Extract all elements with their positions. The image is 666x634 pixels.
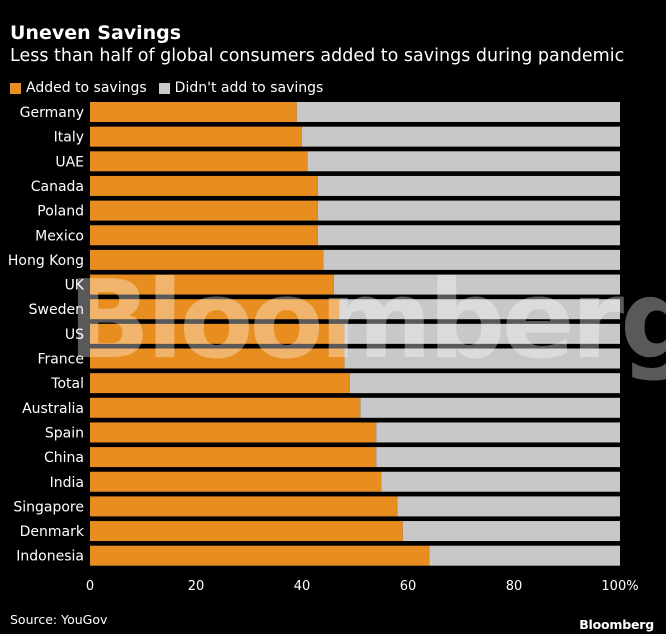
bar-sweden-added <box>90 299 340 320</box>
category-label-sweden: Sweden <box>29 302 84 318</box>
category-label-hong-kong: Hong Kong <box>8 253 84 269</box>
legend-swatch-not-added <box>158 82 170 94</box>
source-note: Source: YouGov <box>10 612 108 627</box>
bar-uk-not-added <box>333 274 620 295</box>
legend-item-added: Added to savings <box>10 80 147 96</box>
bar-spain-not-added <box>376 422 620 443</box>
bar-germany-not-added <box>296 102 620 122</box>
category-label-poland: Poland <box>37 204 84 220</box>
chart-subtitle: Less than half of global consumers added… <box>10 46 625 66</box>
legend-swatch-added <box>10 82 21 94</box>
bar-spain-added <box>90 422 377 443</box>
bar-uae-added <box>90 151 308 172</box>
category-label-india: India <box>50 475 84 491</box>
bar-indonesia-added <box>90 545 430 566</box>
bar-italy-added <box>90 126 302 147</box>
category-label-indonesia: Indonesia <box>16 549 84 565</box>
x-tick-label: 20 <box>188 579 205 594</box>
bar-china-not-added <box>376 447 620 468</box>
category-label-singapore: Singapore <box>13 499 84 515</box>
legend: Added to savings Didn't add to savings <box>10 80 335 96</box>
chart-title: Uneven Savings <box>10 22 182 44</box>
bar-singapore-added <box>90 496 398 517</box>
bar-china-added <box>90 447 377 468</box>
bar-france-not-added <box>344 348 620 369</box>
category-label-us: US <box>65 327 84 343</box>
legend-label-not-added: Didn't add to savings <box>174 80 324 96</box>
bar-singapore-not-added <box>397 496 620 517</box>
bar-hong-kong-not-added <box>323 249 620 270</box>
category-label-australia: Australia <box>22 401 84 417</box>
bloomberg-logo: Bloomberg <box>579 617 654 632</box>
bar-us-added <box>90 323 345 344</box>
category-label-france: France <box>37 352 84 368</box>
x-tick-label: 80 <box>506 579 523 594</box>
bar-indonesia-not-added <box>429 545 620 566</box>
x-tick-label: 0 <box>86 579 94 594</box>
bar-denmark-added <box>90 521 403 542</box>
bar-poland-not-added <box>317 200 620 221</box>
category-label-mexico: Mexico <box>35 228 84 244</box>
bar-sweden-not-added <box>339 299 620 320</box>
category-label-canada: Canada <box>31 179 84 195</box>
legend-item-not-added: Didn't add to savings <box>158 80 324 96</box>
bar-hong-kong-added <box>90 249 324 270</box>
bar-mexico-not-added <box>317 225 620 246</box>
bar-canada-not-added <box>317 175 620 196</box>
bar-italy-not-added <box>302 126 620 147</box>
bar-india-not-added <box>381 471 620 492</box>
bar-australia-added <box>90 397 361 418</box>
category-label-denmark: Denmark <box>20 524 85 540</box>
bar-uae-not-added <box>307 151 620 172</box>
legend-label-added: Added to savings <box>26 80 147 96</box>
bar-india-added <box>90 471 382 492</box>
bar-poland-added <box>90 200 318 221</box>
x-tick-label: 40 <box>294 579 311 594</box>
bar-us-not-added <box>344 323 620 344</box>
category-label-uk: UK <box>65 278 85 294</box>
category-label-germany: Germany <box>20 105 84 121</box>
bar-australia-not-added <box>360 397 620 418</box>
x-tick-label: 100% <box>601 579 638 594</box>
category-label-china: China <box>44 450 84 466</box>
bar-france-added <box>90 348 345 369</box>
category-label-italy: Italy <box>54 130 84 146</box>
bar-germany-added <box>90 102 297 122</box>
bar-canada-added <box>90 175 318 196</box>
category-label-uae: UAE <box>55 154 84 170</box>
bar-mexico-added <box>90 225 318 246</box>
bar-total-added <box>90 373 350 394</box>
category-label-total: Total <box>50 376 84 392</box>
x-tick-label: 60 <box>400 579 417 594</box>
category-label-spain: Spain <box>45 425 84 441</box>
bar-total-not-added <box>349 373 620 394</box>
bar-uk-added <box>90 274 334 295</box>
bar-denmark-not-added <box>402 521 620 542</box>
